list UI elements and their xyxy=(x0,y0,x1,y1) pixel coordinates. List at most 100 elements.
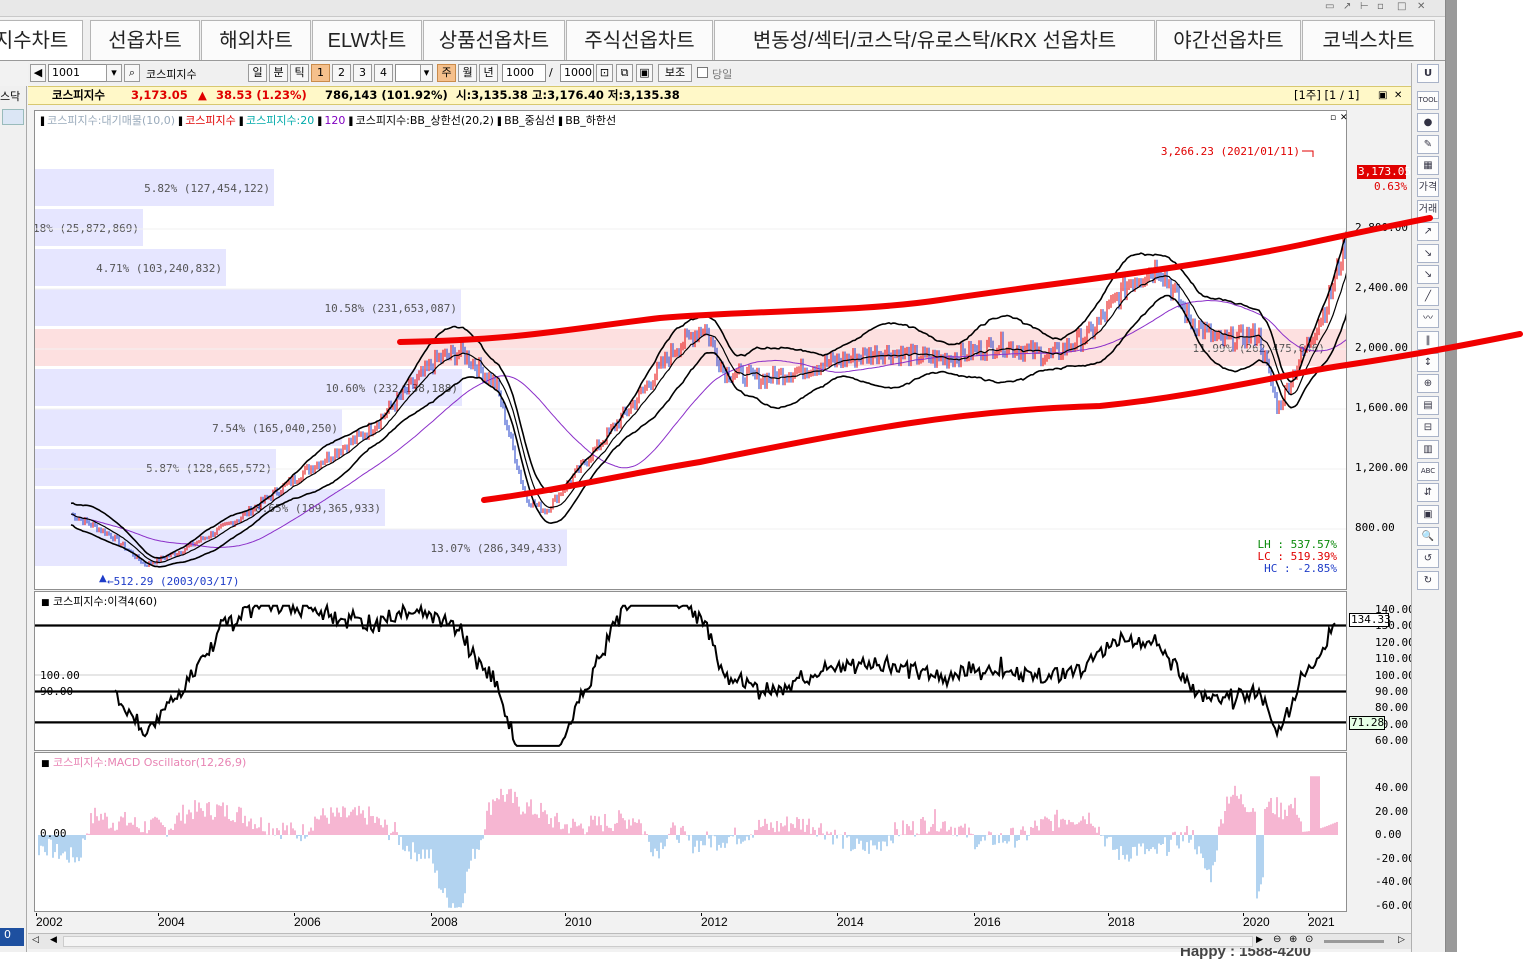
tab-futures-options[interactable]: 선옵차트 xyxy=(90,20,200,60)
pane-close-icon[interactable]: ✕ xyxy=(1340,113,1348,123)
chart-tab-bar: 지수차트 선옵차트 해외차트 ELW차트 상품선옵차트 주식선옵차트 변동성/섹… xyxy=(0,19,1445,61)
display-count-input[interactable]: 1000 xyxy=(502,64,546,82)
legend-item[interactable]: ▌BB_하한선 xyxy=(559,114,617,127)
tab-index-chart[interactable]: 지수차트 xyxy=(0,20,83,60)
code-search-icon[interactable]: ⌕ xyxy=(124,64,140,82)
close-icon[interactable]: ✕ xyxy=(1417,1,1426,12)
tab-night[interactable]: 야간선옵차트 xyxy=(1156,20,1301,60)
toolbar-toggle-button[interactable]: U xyxy=(1417,64,1439,83)
legend-item[interactable]: ▌코스피지수 xyxy=(179,114,236,127)
volume-icon[interactable]: 거래 xyxy=(1417,200,1439,219)
zoom-slider[interactable] xyxy=(1324,940,1384,943)
horizontal-scrollbar[interactable]: ◁ ◀ ▶ ⊖ ⊕ ⊙ ▷ xyxy=(28,933,1411,949)
quote-name: 코스피지수 xyxy=(52,88,105,102)
save-chart-icon[interactable]: ▣ xyxy=(636,64,653,82)
overlay-icon[interactable]: ⧉ xyxy=(616,64,633,82)
x-tick-mark xyxy=(36,913,37,916)
code-input[interactable]: 1001 xyxy=(48,64,122,82)
period-week-button[interactable]: 주 xyxy=(437,64,456,82)
quote-restore-icon[interactable]: ▣ xyxy=(1378,90,1388,101)
quote-page: [1주] [1 / 1] xyxy=(1294,88,1360,102)
disparity-canvas[interactable] xyxy=(35,592,1346,750)
price-icon[interactable]: 가격 xyxy=(1417,178,1439,198)
macd-y-tick: 0.00 xyxy=(1375,828,1402,841)
maximize-icon[interactable]: □ xyxy=(1397,1,1407,12)
tab-stock-futures[interactable]: 주식선옵차트 xyxy=(566,20,713,60)
drawing-toolbar: U TOOL ● ✎ ▦ 가격 거래 ↗ ↘ ↘ ╱ 〰 ‖ ↕ ⊕ ▤ ⊟ ▥ ABC ⇵ ▣ 🔍 ↺ ↻ xyxy=(1411,63,1444,952)
trend-up-icon[interactable]: ↗ xyxy=(1417,221,1439,241)
tab-overseas[interactable]: 해외차트 xyxy=(201,20,311,60)
tab-commodity[interactable]: 상품선옵차트 xyxy=(423,20,565,60)
period-month-button[interactable]: 월 xyxy=(458,64,477,82)
scroll-track[interactable] xyxy=(63,936,1253,947)
magnifier-icon[interactable]: 🔍 xyxy=(1417,527,1439,546)
scroll-prev-icon[interactable]: ◀ xyxy=(50,935,57,945)
x-tick-label: 2018 xyxy=(1108,915,1135,929)
disparity-y-tick: 120.00 xyxy=(1375,635,1415,649)
legend-text: BB_하한선 xyxy=(565,114,617,127)
tool-menu-icon[interactable]: TOOL xyxy=(1417,91,1439,110)
price-chart-pane[interactable]: 5.82% (127,454,122)1.18% (25,872,869)4.7… xyxy=(34,110,1348,590)
pin-icon[interactable]: ⊢ xyxy=(1360,1,1369,12)
eraser-icon[interactable]: ✎ xyxy=(1417,134,1439,154)
tab-volatility-sector[interactable]: 변동성/섹터/코스닥/유로스탁/KRX 선옵차트 xyxy=(714,20,1155,60)
macd-pane[interactable]: ■ 코스피지수:MACD Oscillator(12,26,9) xyxy=(34,752,1347,912)
legend-item[interactable]: ▌코스피지수:20 xyxy=(239,114,315,127)
split-icon[interactable]: ▥ xyxy=(1417,439,1439,459)
aux-button[interactable]: 보조 xyxy=(658,64,692,82)
interval-1-button[interactable]: 1 xyxy=(311,64,330,82)
low-label: ←512.29 (2003/03/17) xyxy=(107,575,239,588)
pane-restore-icon[interactable]: ▫ xyxy=(1330,113,1337,123)
legend-item[interactable]: ▌코스피지수:대기매물(10,0) xyxy=(41,114,176,127)
interval-4-button[interactable]: 4 xyxy=(374,64,393,82)
tab-konex[interactable]: 코넥스차트 xyxy=(1302,20,1435,60)
period-tick-button[interactable]: 틱 xyxy=(290,64,309,82)
prev-code-button[interactable]: ◀ xyxy=(30,64,46,82)
chart-type-icon[interactable]: ▦ xyxy=(1417,156,1439,176)
scroll-left-icon[interactable]: ◁ xyxy=(32,935,39,945)
legend-item[interactable]: ▌120 xyxy=(318,114,346,127)
crosshair-icon[interactable]: ⊕ xyxy=(1417,374,1439,394)
zoom-out-icon[interactable]: ⊖ xyxy=(1273,934,1282,945)
period-minute-button[interactable]: 분 xyxy=(269,64,288,82)
period-year-button[interactable]: 년 xyxy=(479,64,498,82)
same-day-checkbox[interactable] xyxy=(697,67,708,78)
x-tick-mark xyxy=(1308,913,1309,916)
scroll-next-icon[interactable]: ▶ xyxy=(1256,935,1263,945)
parallel-icon[interactable]: ‖ xyxy=(1417,330,1439,350)
frame-icon[interactable]: ▣ xyxy=(1417,505,1439,525)
link-icon[interactable]: ↗ xyxy=(1343,1,1352,12)
macd-canvas[interactable] xyxy=(35,753,1346,911)
scroll-right-icon[interactable]: ▷ xyxy=(1398,935,1405,945)
text-icon[interactable]: ABC xyxy=(1417,461,1439,481)
color-icon[interactable]: ● xyxy=(1417,112,1439,132)
swap-icon[interactable]: ⇵ xyxy=(1417,483,1439,503)
trend-down-icon[interactable]: ↘ xyxy=(1417,243,1439,263)
undo-icon[interactable]: ↺ xyxy=(1417,548,1439,568)
restore-icon[interactable]: ▫ xyxy=(1377,1,1384,12)
redo-icon[interactable]: ↻ xyxy=(1417,570,1439,590)
left-panel-selected[interactable] xyxy=(2,109,24,125)
zoom-reset-icon[interactable]: ⊙ xyxy=(1305,934,1314,945)
minimize-icon[interactable]: ▭ xyxy=(1325,1,1335,12)
zoom-in-icon[interactable]: ⊕ xyxy=(1289,934,1298,945)
legend-item[interactable]: ▌코스피지수:BB_상한선(20,2) xyxy=(349,114,494,127)
grid-icon[interactable]: ⊟ xyxy=(1417,418,1439,437)
interval-dropdown-icon[interactable]: ▾ xyxy=(420,64,433,82)
vertical-line-icon[interactable]: ↕ xyxy=(1417,352,1439,372)
line-icon[interactable]: ╱ xyxy=(1417,287,1439,307)
interval-2-button[interactable]: 2 xyxy=(332,64,351,82)
interval-3-button[interactable]: 3 xyxy=(353,64,372,82)
disparity-pane[interactable]: ■ 코스피지수:이격4(60) xyxy=(34,591,1347,751)
disparity-y-tick: 140.00 xyxy=(1375,603,1415,616)
period-day-button[interactable]: 일 xyxy=(248,64,267,82)
code-dropdown-icon[interactable]: ▾ xyxy=(106,64,122,82)
price-chart-canvas[interactable]: 5.82% (127,454,122)1.18% (25,872,869)4.7… xyxy=(35,111,1346,589)
chart-settings-icon[interactable]: ⊡ xyxy=(596,64,613,82)
wave-icon[interactable]: 〰 xyxy=(1417,309,1439,328)
table-icon[interactable]: ▤ xyxy=(1417,396,1439,416)
quote-close-icon[interactable]: ✕ xyxy=(1394,90,1403,101)
tab-elw[interactable]: ELW차트 xyxy=(312,20,422,60)
legend-item[interactable]: ▌BB_중심선 xyxy=(497,114,556,127)
arrow-icon[interactable]: ↘ xyxy=(1417,265,1439,285)
